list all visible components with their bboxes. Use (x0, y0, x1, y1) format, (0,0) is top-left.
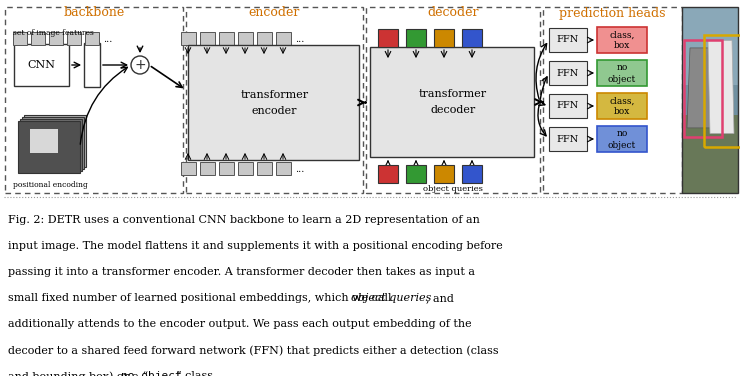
Text: object queries: object queries (351, 293, 431, 303)
Text: decoder to a shared feed forward network (FFN) that predicts either a detection : decoder to a shared feed forward network… (8, 345, 499, 356)
Bar (684, 41, 722, 137)
Bar (597, 60, 647, 86)
Text: transformer: transformer (240, 89, 309, 100)
Bar (462, 165, 482, 183)
Text: encoder: encoder (249, 6, 300, 20)
Bar (462, 29, 482, 47)
Text: box: box (613, 41, 630, 50)
Text: object: object (608, 141, 636, 150)
Text: object: object (608, 74, 636, 83)
Text: decoder: decoder (427, 6, 479, 20)
Bar (276, 32, 291, 45)
Bar (181, 32, 196, 45)
Bar (238, 32, 253, 45)
Text: decoder: decoder (431, 105, 476, 115)
Bar (597, 126, 647, 152)
Text: FFN: FFN (557, 135, 579, 144)
Bar (549, 28, 587, 52)
Text: ” class.: ” class. (176, 371, 217, 376)
Bar (682, 7, 738, 91)
Bar (186, 7, 363, 193)
Text: no: no (616, 129, 628, 138)
Text: FFN: FFN (557, 35, 579, 44)
Bar (200, 162, 215, 175)
Text: passing it into a transformer encoder. A transformer decoder then takes as input: passing it into a transformer encoder. A… (8, 267, 475, 277)
Bar (20, 119, 82, 171)
Bar (14, 44, 69, 86)
Bar (31, 32, 45, 45)
Bar (704, 35, 740, 147)
Text: FFN: FFN (557, 68, 579, 77)
Bar (24, 115, 86, 167)
Bar (434, 165, 454, 183)
Text: object queries: object queries (423, 185, 483, 193)
Bar (370, 47, 534, 157)
Bar (406, 29, 426, 47)
Bar (597, 27, 647, 53)
Bar (30, 129, 58, 153)
Text: transformer: transformer (419, 89, 487, 99)
Bar (378, 165, 398, 183)
Bar (549, 61, 587, 85)
Bar (682, 85, 738, 118)
Bar (406, 165, 426, 183)
Bar (5, 7, 183, 193)
Bar (13, 32, 27, 45)
Text: , and: , and (426, 293, 454, 303)
Text: class,: class, (609, 97, 635, 106)
Text: +: + (134, 58, 146, 72)
Bar (257, 162, 272, 175)
Bar (219, 32, 234, 45)
Bar (219, 162, 234, 175)
Bar (366, 7, 540, 193)
Text: backbone: backbone (64, 6, 124, 20)
Text: encoder: encoder (252, 106, 297, 115)
Bar (549, 127, 587, 151)
Text: additionally attends to the encoder output. We pass each output embedding of the: additionally attends to the encoder outp… (8, 319, 471, 329)
Bar (22, 117, 84, 169)
Bar (682, 115, 738, 193)
Text: class,: class, (609, 30, 635, 39)
Text: CNN: CNN (27, 60, 55, 70)
Bar (257, 32, 272, 45)
Text: ...: ... (103, 35, 112, 44)
Polygon shape (687, 48, 717, 128)
Bar (682, 7, 738, 193)
Bar (49, 32, 63, 45)
Text: positional encoding: positional encoding (13, 181, 88, 189)
Text: set of image features: set of image features (13, 29, 94, 37)
Text: and bounding box) or a “: and bounding box) or a “ (8, 371, 148, 376)
Bar (181, 162, 196, 175)
Polygon shape (708, 41, 734, 133)
Text: prediction heads: prediction heads (559, 6, 666, 20)
Bar (434, 29, 454, 47)
Text: input image. The model flattens it and supplements it with a positional encoding: input image. The model flattens it and s… (8, 241, 502, 251)
Bar (188, 45, 359, 160)
Text: ...: ... (295, 165, 304, 173)
Text: FFN: FFN (557, 102, 579, 111)
Bar (378, 29, 398, 47)
Bar (543, 7, 682, 193)
Bar (200, 32, 215, 45)
Bar (276, 162, 291, 175)
Text: ...: ... (295, 35, 304, 44)
Bar (67, 32, 81, 45)
Text: no: no (616, 64, 628, 73)
Bar (549, 94, 587, 118)
Bar (238, 162, 253, 175)
Bar (85, 32, 99, 45)
Text: small fixed number of learned positional embeddings, which we call: small fixed number of learned positional… (8, 293, 395, 303)
Text: no object: no object (121, 371, 182, 376)
Bar (597, 93, 647, 119)
Text: box: box (613, 108, 630, 117)
Bar (18, 121, 80, 173)
Bar (84, 43, 100, 87)
Text: Fig. 2: DETR uses a conventional CNN backbone to learn a 2D representation of an: Fig. 2: DETR uses a conventional CNN bac… (8, 215, 480, 225)
